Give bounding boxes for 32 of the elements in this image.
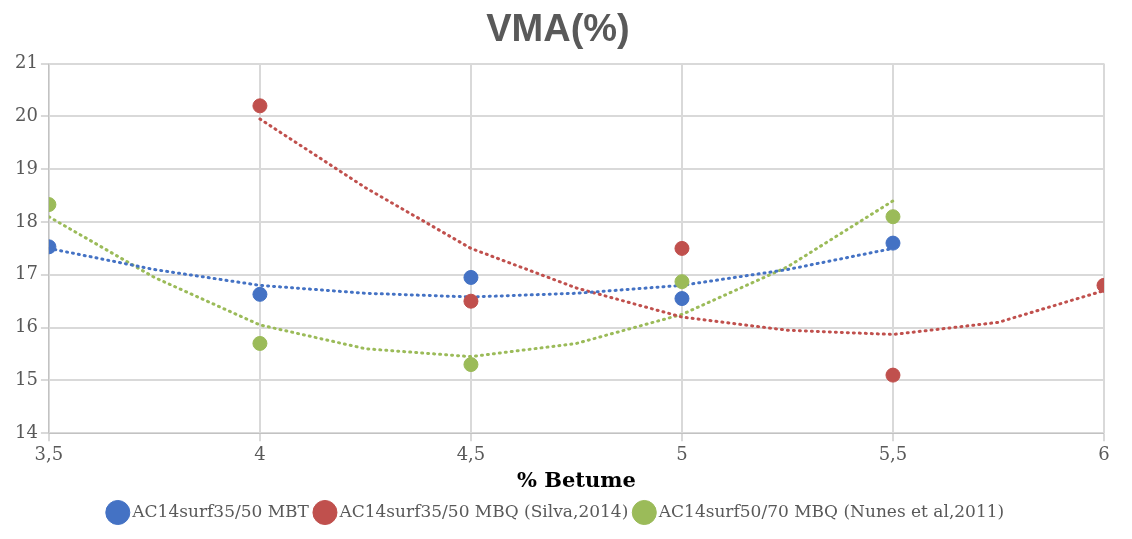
chart-title: VMA(%) <box>486 7 630 50</box>
point <box>674 274 690 290</box>
y-tick-label: 18 <box>15 209 38 231</box>
y-tick-label: 20 <box>15 104 38 126</box>
point <box>463 357 479 373</box>
y-tick-label: 19 <box>15 156 38 178</box>
point <box>463 269 479 285</box>
x-axis-title: % Betume <box>516 466 636 492</box>
legend-label: AC14surf35/50 MBT <box>131 500 310 521</box>
y-tick-label: 16 <box>15 315 38 337</box>
point <box>674 291 690 307</box>
point <box>885 235 901 251</box>
point <box>252 335 268 351</box>
x-tick-label: 5,5 <box>878 442 908 464</box>
x-tick-label: 4 <box>254 442 266 464</box>
x-tick-label: 6 <box>1098 442 1110 464</box>
point <box>252 98 268 114</box>
x-tick-label: 5 <box>676 442 688 464</box>
y-tick-label: 14 <box>15 420 38 442</box>
x-tick-label: 4,5 <box>456 442 486 464</box>
point <box>674 240 690 256</box>
legend-label: AC14surf50/70 MBQ (Nunes et al,2011) <box>657 500 1005 521</box>
legend-label: AC14surf35/50 MBQ (Silva,2014) <box>338 500 629 521</box>
y-tick-label: 17 <box>15 262 38 284</box>
point <box>885 367 901 383</box>
point <box>252 286 268 302</box>
point <box>885 209 901 225</box>
point <box>463 293 479 309</box>
line-series <box>258 117 1104 336</box>
y-tick-label: 21 <box>15 51 38 73</box>
x-tick-label: 3,5 <box>34 442 64 464</box>
y-tick-label: 15 <box>15 368 38 390</box>
